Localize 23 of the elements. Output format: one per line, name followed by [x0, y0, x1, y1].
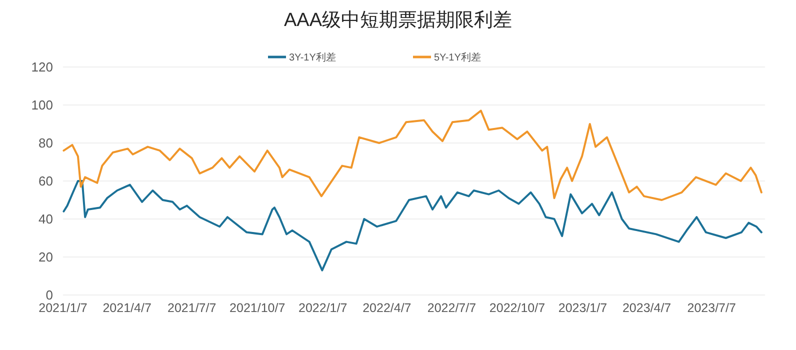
line-series: [62, 180, 762, 272]
x-tick-label: 2022/7/7: [427, 301, 476, 315]
x-tick-label: 2021/7/7: [168, 301, 216, 315]
x-tick-label: 2022/4/7: [362, 301, 412, 315]
y-tick-label: 0: [46, 288, 53, 303]
x-tick-label: 2021/10/7: [230, 301, 286, 315]
y-tick-label: 20: [38, 250, 53, 265]
y-tick-label: 100: [31, 98, 53, 113]
legend-label: 5Y-1Y利差: [434, 52, 481, 64]
y-tick-label: 60: [38, 174, 53, 189]
x-tick-label: 2023/4/7: [622, 301, 672, 315]
x-tick-label: 2022/10/7: [489, 301, 546, 315]
x-tick-label: 2021/1/7: [38, 301, 88, 315]
x-tick-label: 2021/4/7: [102, 301, 152, 315]
x-tick-label: 2023/7/7: [687, 301, 736, 315]
y-tick-label: 120: [31, 60, 53, 75]
chart-title: AAA级中短期票据期限利差: [284, 10, 512, 31]
legend-label: 3Y-1Y利差: [289, 52, 336, 64]
x-tick-label: 2023/1/7: [558, 301, 608, 315]
y-tick-label: 80: [38, 136, 53, 151]
line-series: [62, 110, 762, 201]
y-tick-label: 40: [38, 212, 53, 227]
x-tick-label: 2022/1/7: [298, 301, 348, 315]
